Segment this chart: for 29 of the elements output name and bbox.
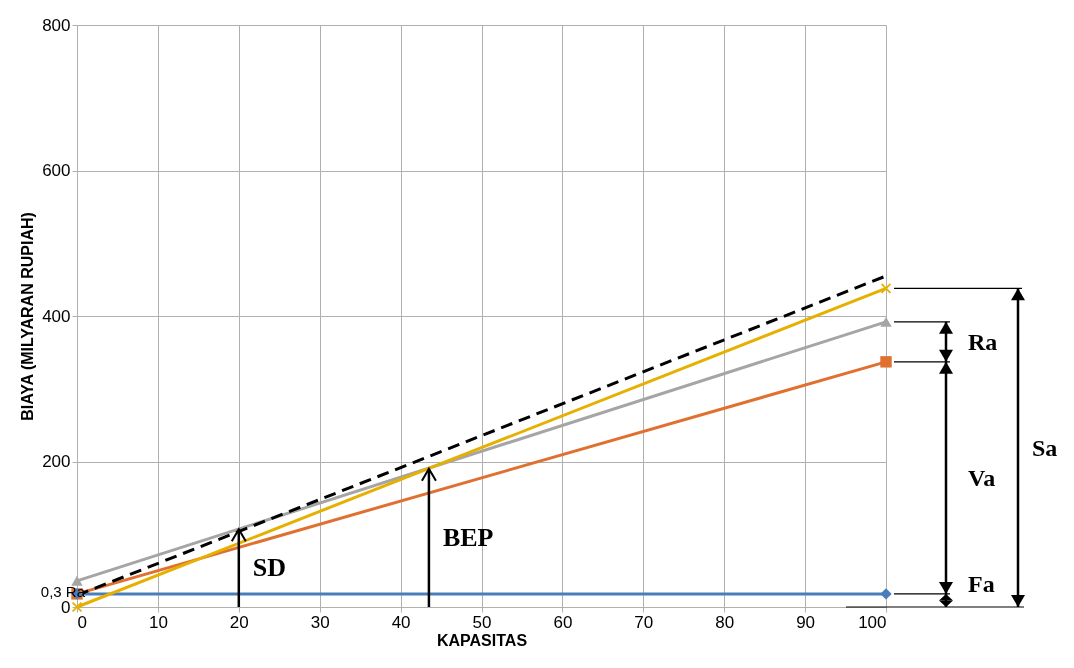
annotation: SD <box>252 553 287 583</box>
x-tick-label: 80 <box>715 612 735 632</box>
text: Fa <box>968 570 995 597</box>
y-tick-label: 800 <box>42 15 71 35</box>
y-tick-label: 400 <box>42 306 71 326</box>
point <box>880 588 892 600</box>
x-tick-label: 60 <box>553 612 573 632</box>
text: Va <box>968 464 996 491</box>
point <box>71 601 83 613</box>
x-tick-label: 70 <box>634 612 654 632</box>
annotation: 0,3 Ra <box>40 583 86 600</box>
y-tick-label: 0 <box>61 597 71 617</box>
x-tick-label: 100 <box>858 612 887 632</box>
x-tick-label: 50 <box>472 612 492 632</box>
annotation: BEP <box>442 522 494 552</box>
x-tick-label: 30 <box>310 612 330 632</box>
y-tick-label: 200 <box>42 452 71 471</box>
text: Ra <box>968 328 998 355</box>
x-axis-title: KAPASITAS <box>436 631 528 649</box>
point <box>880 283 892 294</box>
y-tick-label: 600 <box>42 161 71 180</box>
y-axis-title: BIAYA (MILYARAN RUPIAH) <box>19 212 37 421</box>
x-tick-label: 20 <box>229 612 249 632</box>
x-tick-label: 40 <box>391 612 411 632</box>
x-tick-label: 0 <box>77 612 87 632</box>
text: Sa <box>1032 434 1058 461</box>
point <box>880 356 892 368</box>
x-tick-label: 90 <box>796 612 816 632</box>
x-tick-label: 10 <box>148 612 168 632</box>
